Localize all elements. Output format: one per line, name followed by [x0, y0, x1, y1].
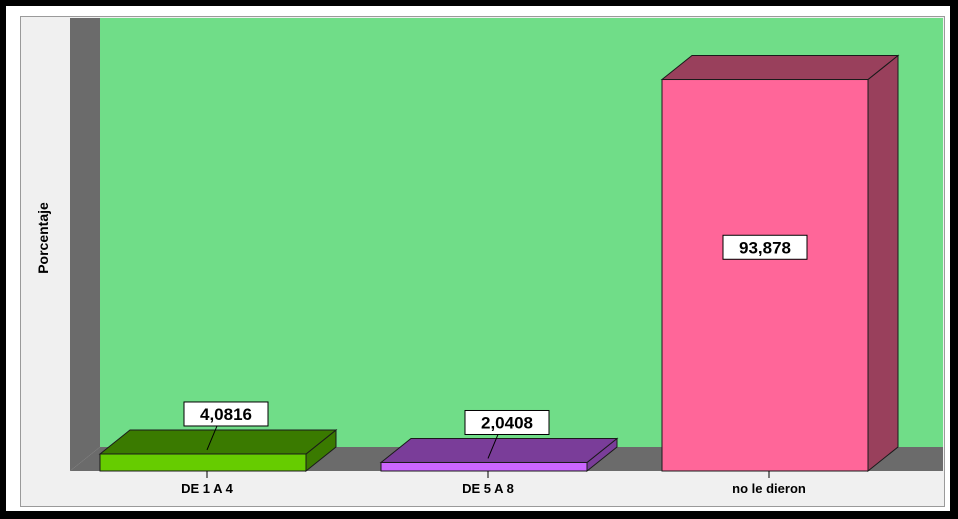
bar-top-face [98, 429, 338, 455]
data-label: 4,0816 [200, 405, 252, 424]
x-tick-label: DE 5 A 8 [462, 481, 514, 496]
bar-2: 2,0408 [379, 409, 619, 473]
bar-front-face [380, 461, 588, 472]
x-tick-labels: DE 1 A 4 DE 5 A 8 no le dieron [181, 471, 806, 496]
bar-front-face [661, 79, 869, 472]
data-label-leader [206, 425, 218, 451]
y-axis-label: Porcentaje [35, 202, 51, 274]
bar-side-face [867, 54, 899, 473]
bar-top-face [379, 437, 619, 463]
data-label-leader [487, 434, 499, 459]
plot-side-wall [70, 18, 100, 471]
bar-1: 4,0816 [98, 401, 338, 473]
bar-front-face [99, 453, 307, 472]
data-label-box [464, 409, 550, 435]
bar-3: 93,878 [660, 54, 900, 473]
bar-top-face [660, 55, 900, 81]
data-label: 2,0408 [481, 413, 533, 432]
bars-group: 4,0816 2,0408 93,878 [98, 54, 900, 473]
x-tick-label: DE 1 A 4 [181, 481, 234, 496]
data-label: 93,878 [739, 238, 791, 257]
x-tick-label: no le dieron [732, 481, 806, 496]
data-label-box [183, 401, 269, 427]
data-label-box [722, 234, 808, 260]
